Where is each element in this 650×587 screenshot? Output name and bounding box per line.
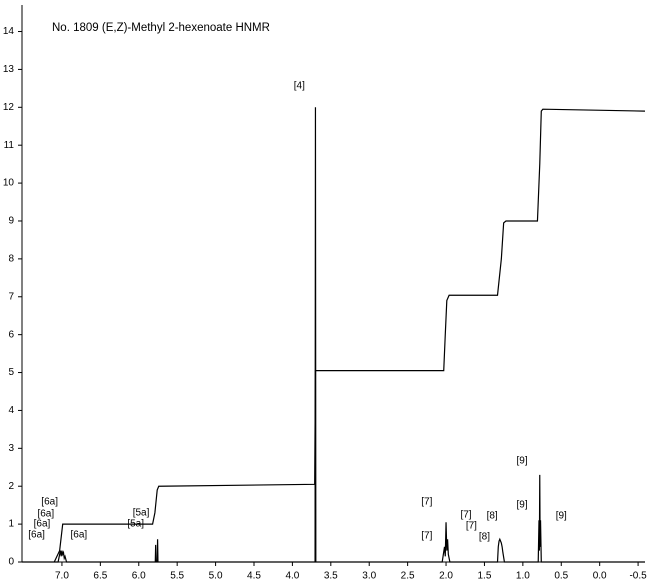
y-tick-label: 9: [8, 216, 14, 227]
peak-label: [9]: [517, 499, 528, 510]
peak-label: [7]: [421, 530, 432, 541]
x-tick-label: -0.5: [629, 571, 647, 582]
peak-label: [7]: [421, 496, 432, 507]
y-tick-label: 14: [3, 26, 15, 37]
peak-label: [9]: [556, 510, 567, 521]
x-tick-label: 5.5: [170, 571, 184, 582]
y-tick-label: 3: [8, 443, 14, 454]
chart-title: No. 1809 (E,Z)-Methyl 2-hexenoate HNMR: [52, 22, 270, 34]
peak-label: [5a]: [127, 519, 144, 530]
x-tick-label: 5.0: [209, 571, 223, 582]
peak-label: [7]: [460, 510, 471, 521]
series-line: [53, 108, 646, 563]
y-tick-label: 8: [8, 254, 14, 265]
x-tick-label: 0.0: [593, 571, 607, 582]
peak-label: [6a]: [34, 519, 51, 530]
y-tick-label: 12: [3, 102, 15, 113]
x-tick-label: 1.0: [516, 571, 530, 582]
y-tick-label: 13: [3, 64, 15, 75]
peak-label: [9]: [517, 455, 528, 466]
x-tick-label: 6.0: [132, 571, 146, 582]
peak-label: [6a]: [41, 496, 58, 507]
y-tick-label: 6: [8, 329, 14, 340]
peak-label: [7]: [466, 521, 477, 532]
x-tick-label: 4.0: [285, 571, 299, 582]
series-line: [22, 107, 645, 563]
y-tick-label: 4: [8, 405, 14, 416]
peak-label: [8]: [479, 532, 490, 543]
y-tick-label: 7: [8, 291, 14, 302]
x-tick-label: 3.0: [362, 571, 376, 582]
peak-label: [4]: [294, 80, 305, 91]
x-tick-label: 4.5: [247, 571, 261, 582]
y-tick-label: 0: [8, 557, 14, 568]
x-tick-label: 3.5: [324, 571, 338, 582]
peak-label: [5a]: [133, 507, 150, 518]
peak-label: [8]: [487, 510, 498, 521]
x-tick-label: 1.5: [477, 571, 491, 582]
peak-label: [6a]: [37, 509, 54, 520]
x-tick-label: 6.5: [93, 571, 107, 582]
y-tick-label: 11: [4, 140, 15, 151]
x-tick-label: 2.5: [401, 571, 415, 582]
x-tick-label: 2.0: [439, 571, 453, 582]
peak-label: [6a]: [28, 530, 45, 541]
x-tick-label: 7.0: [55, 571, 69, 582]
peak-label: [6a]: [71, 530, 88, 541]
y-tick-label: 1: [8, 519, 14, 530]
x-tick-label: 0.5: [554, 571, 568, 582]
y-tick-label: 2: [8, 481, 14, 492]
y-tick-label: 5: [8, 367, 14, 378]
y-tick-label: 10: [3, 178, 15, 189]
